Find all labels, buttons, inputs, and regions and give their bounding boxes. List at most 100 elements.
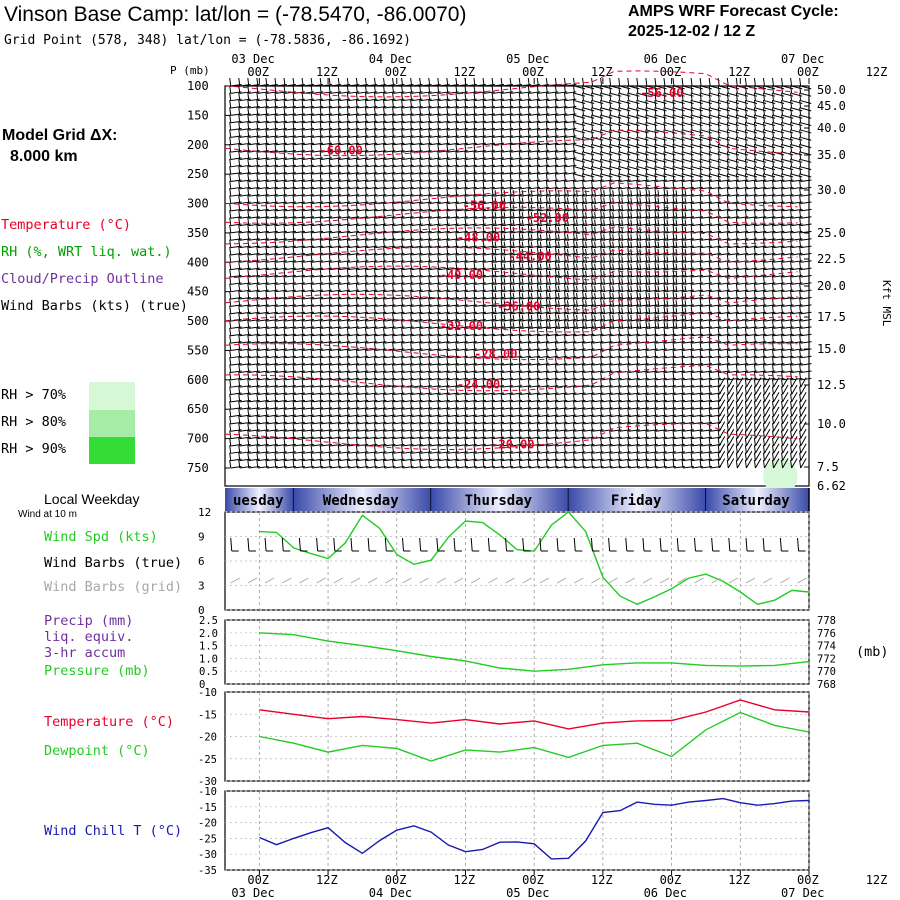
wind-barb-flag [274, 158, 277, 167]
wind-barb-flag [491, 114, 494, 123]
wind-barb-flag [283, 151, 286, 160]
wind-barb-flag [799, 136, 802, 145]
wind-barb-flag [446, 136, 449, 145]
wind-barb-flag [690, 158, 693, 167]
wind-barb-flag [609, 92, 612, 101]
wind-barb-flag [473, 129, 476, 138]
wind-barb-flag [708, 166, 711, 175]
wind-barb-flag [781, 99, 784, 109]
wind-barb-flag [464, 158, 467, 167]
wind-barb-flag [419, 166, 422, 175]
wind-barb-flag [753, 114, 756, 123]
wind-barb-flag [554, 85, 557, 94]
wind-barb-flag [229, 151, 232, 160]
wind-barb-flag [346, 92, 349, 101]
wind-barb-flag [591, 166, 594, 175]
kft-tick-label: 20.0 [817, 279, 846, 293]
wind-barb-flag [392, 114, 395, 123]
wind-barb-flag [256, 92, 259, 101]
wind-barb-flag [545, 144, 548, 153]
wind-barb-flag [446, 107, 449, 116]
wind-barb-flag [500, 114, 503, 123]
wind-barb-flag [527, 92, 530, 101]
wind-barb-flag [762, 151, 765, 160]
wind-barb-flag [229, 188, 232, 197]
wind-barb-flag [247, 107, 250, 116]
wind-barb-flag [292, 92, 295, 101]
wind-barb-flag [554, 122, 557, 131]
wind-barb-flag [392, 107, 395, 116]
wind-barb-flag [536, 122, 539, 131]
wind-barb-flag [238, 158, 241, 167]
wind-barb-flag [364, 166, 367, 175]
wind-barb-flag [410, 114, 413, 123]
wind-barb-flag [663, 114, 666, 123]
wind-barb-flag [609, 85, 612, 94]
wind-barb-flag [256, 144, 259, 153]
wind-barb-flag [717, 144, 720, 153]
wind-barb-flag [636, 122, 639, 131]
wind-barb-flag [383, 158, 386, 167]
wind-barb-flag [428, 77, 431, 87]
wind-barb-flag [572, 85, 575, 94]
wind-barb-flag [229, 217, 232, 226]
wind-barb-flag [473, 99, 476, 109]
wind-barb-flag [636, 151, 639, 160]
wind-barb-flag [735, 107, 738, 116]
wind-barb-flag [536, 129, 539, 138]
wind-barb-flag [627, 136, 630, 145]
wind-barb-flag [699, 92, 702, 101]
wind-barb-flag [247, 129, 250, 138]
wind-barb-flag [717, 158, 720, 167]
wind-barb-flag [500, 129, 503, 138]
wind-barb-flag [690, 77, 693, 87]
wind-barb-staff [800, 136, 812, 141]
wind-barb-flag [518, 77, 521, 87]
wind-barb-flag [229, 166, 232, 175]
wind-barb-flag [636, 166, 639, 175]
wind-barb-flag [609, 151, 612, 160]
wind-barb-flag [283, 77, 286, 87]
rh-shading [763, 458, 798, 495]
wind-barb-flag [762, 129, 765, 138]
wind-barb-flag [572, 99, 575, 109]
wind-barb-flag [790, 85, 793, 94]
wind-barb-flag [392, 151, 395, 160]
wind-barb-flag [274, 107, 277, 116]
wind-barb-flag [536, 144, 539, 153]
wind-barb-flag [500, 136, 503, 145]
wind-barb-flag [545, 99, 548, 109]
wind-barb-flag [373, 114, 376, 123]
wind-barb-flag [654, 166, 657, 175]
wind-barb-flag [563, 151, 566, 160]
wind-barb-flag [301, 144, 304, 153]
wind-barb-flag [518, 122, 521, 131]
wind-barb-flag [591, 77, 594, 87]
wind-barb-flag [256, 77, 259, 87]
legend-precip-liq: liq. equiv. [44, 629, 134, 645]
wind-barb-flag [383, 107, 386, 116]
date-label-top: 07 Dec [781, 52, 824, 66]
wind-barb-flag [473, 166, 476, 175]
wind-barb-flag [618, 114, 621, 123]
wind-barb-flag [473, 158, 476, 167]
wind-barb-flag [627, 85, 630, 94]
wind-barb-flag [383, 166, 386, 175]
wind-barb-flag [717, 151, 720, 160]
wind-barb-flag [328, 85, 331, 94]
wind-barb-flag [591, 92, 594, 101]
wind-barb-flag [672, 136, 675, 145]
wind-barb-flag [491, 77, 494, 87]
wind-barb-flag [437, 158, 440, 167]
wind-barb-flag [753, 136, 756, 145]
wind-barb-flag [582, 136, 585, 145]
wind-barb-flag [527, 77, 530, 87]
wind-barb-flag [428, 122, 431, 131]
wind-barb-flag [247, 158, 250, 167]
wind-barb-flag [319, 77, 322, 87]
wind-barb-flag [744, 107, 747, 116]
wind-barb-flag [455, 92, 458, 101]
wind-barb-flag [500, 92, 503, 101]
wind-barb-flag [373, 92, 376, 101]
wind-barb-flag [609, 107, 612, 116]
